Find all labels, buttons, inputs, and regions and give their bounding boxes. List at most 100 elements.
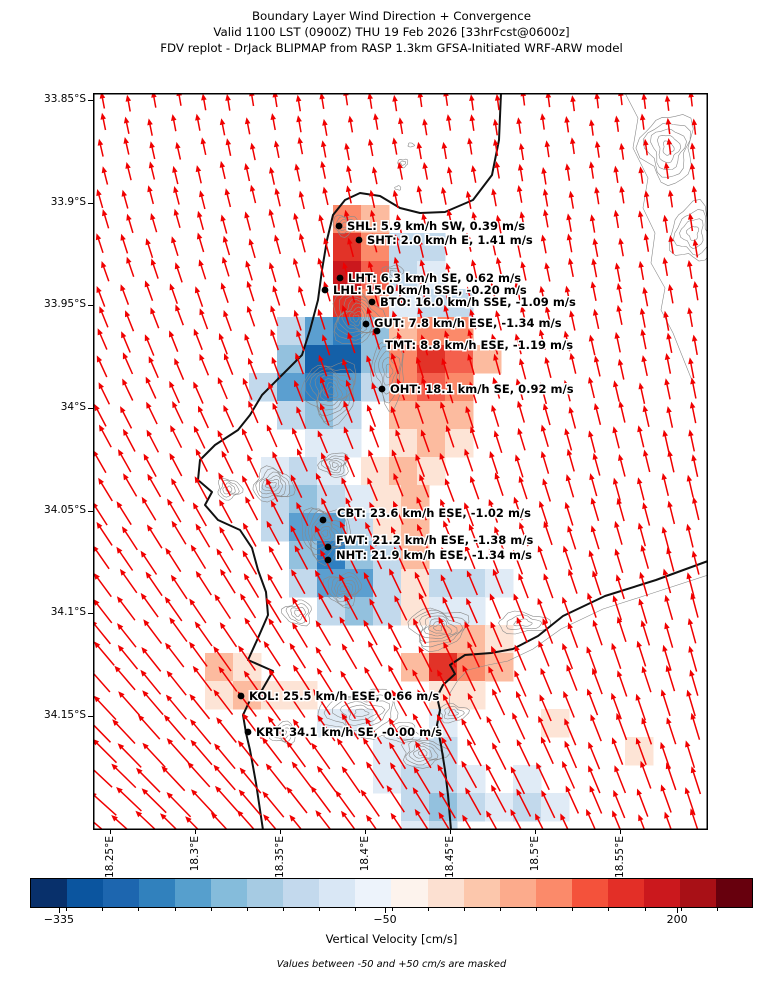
wind-arrow — [440, 401, 449, 424]
wind-arrow — [687, 618, 697, 644]
wind-arrow — [174, 358, 185, 380]
x-tick-label: 18.4°E — [359, 836, 371, 872]
wind-arrow — [445, 262, 453, 283]
station-label-sht: SHT: 2.0 km/h E, 1.41 m/s — [367, 233, 533, 247]
wind-arrow — [242, 377, 253, 400]
wind-arrow — [125, 310, 135, 332]
wind-arrow — [192, 665, 213, 692]
colorbar-minor-tick — [391, 908, 393, 911]
terrain-contour — [423, 618, 453, 637]
wind-arrow — [169, 330, 179, 352]
wind-arrow — [443, 304, 451, 326]
terrain-contour — [225, 485, 233, 492]
wind-arrow — [589, 785, 603, 814]
wind-arrow — [461, 760, 478, 789]
wind-arrow — [117, 743, 142, 768]
terrain-contour — [679, 218, 704, 249]
wind-arrow — [664, 594, 674, 621]
wind-arrow — [119, 568, 138, 594]
colorbar-band — [607, 879, 644, 907]
convergence-cell — [429, 625, 458, 654]
wind-arrow — [686, 474, 694, 498]
wind-arrow — [369, 424, 380, 448]
wind-arrow — [690, 712, 701, 740]
wind-arrow — [664, 811, 673, 830]
wind-arrow — [544, 262, 551, 282]
wind-arrow — [492, 742, 507, 770]
wind-arrow — [540, 113, 546, 130]
wind-arrow — [470, 259, 478, 279]
wind-arrow — [667, 500, 676, 525]
wind-arrow — [438, 790, 456, 819]
station-dot-bto — [368, 298, 376, 306]
wind-arrow — [690, 808, 699, 830]
wind-arrow — [122, 378, 134, 401]
colorbar-major-tick — [58, 908, 60, 913]
wind-arrow — [618, 400, 626, 423]
wind-arrow — [141, 788, 167, 814]
wind-arrow — [436, 714, 452, 742]
wind-arrow — [341, 810, 357, 830]
wind-arrow — [292, 427, 303, 451]
wind-arrow — [469, 114, 476, 131]
wind-arrow — [415, 453, 426, 478]
wind-arrow — [144, 334, 155, 356]
wind-arrow — [336, 738, 356, 766]
terrain-contour — [261, 475, 283, 495]
convergence-cell — [373, 513, 402, 542]
terrain-contour — [341, 221, 349, 228]
terrain-contour — [624, 93, 694, 384]
wind-arrow — [246, 305, 256, 327]
terrain-contour — [642, 122, 691, 178]
x-tick-label: 18.55°E — [614, 836, 626, 878]
wind-arrow — [438, 616, 452, 643]
wind-arrow — [545, 305, 552, 327]
wind-arrow — [268, 668, 287, 695]
colorbar-band — [571, 879, 608, 907]
wind-arrow — [238, 789, 262, 816]
x-tick-label: 18.35°E — [274, 836, 286, 878]
wind-arrow — [293, 664, 311, 691]
terrain-contour — [389, 269, 397, 277]
coastline-layer — [197, 93, 708, 830]
station-dot-lht — [336, 274, 344, 282]
wind-arrow — [493, 138, 499, 157]
convergence-cell — [361, 457, 390, 486]
station-dot-oht — [378, 385, 386, 393]
wind-arrow — [291, 761, 312, 789]
wind-arrow — [642, 405, 650, 427]
map-plot-area: SHL: 5.9 km/h SW, 0.39 m/s SHT: 2.0 km/h … — [93, 93, 708, 830]
wind-arrow — [640, 760, 652, 789]
terrain-contour — [443, 705, 465, 720]
terrain-contour — [314, 371, 352, 411]
wind-arrow — [145, 238, 154, 259]
wind-arrow — [116, 596, 136, 621]
wind-arrow — [643, 233, 650, 252]
wind-arrow — [686, 689, 696, 717]
wind-arrow — [221, 256, 230, 277]
convergence-cell — [389, 317, 418, 346]
wind-arrow — [588, 376, 596, 399]
wind-arrow — [612, 426, 620, 449]
wind-arrow — [126, 213, 134, 234]
wind-arrow — [220, 568, 236, 594]
wind-arrow — [373, 113, 379, 130]
wind-arrow — [141, 496, 157, 521]
wind-arrow — [536, 762, 550, 791]
wind-arrow — [563, 379, 571, 402]
wind-arrow — [393, 472, 404, 497]
wind-arrow — [214, 743, 236, 770]
wind-arrow — [293, 309, 302, 331]
wind-arrow — [123, 116, 130, 134]
chart-title-line1: Boundary Layer Wind Direction + Converge… — [251, 9, 532, 23]
wind-arrow — [390, 812, 404, 830]
wind-arrow — [241, 428, 253, 452]
wind-arrow — [292, 597, 308, 623]
wind-arrow — [372, 286, 380, 307]
wind-arrow — [469, 308, 477, 330]
terrain-contour — [328, 460, 342, 471]
wind-arrow — [93, 450, 107, 474]
wind-arrow — [689, 401, 697, 424]
wind-arrow — [660, 689, 671, 717]
